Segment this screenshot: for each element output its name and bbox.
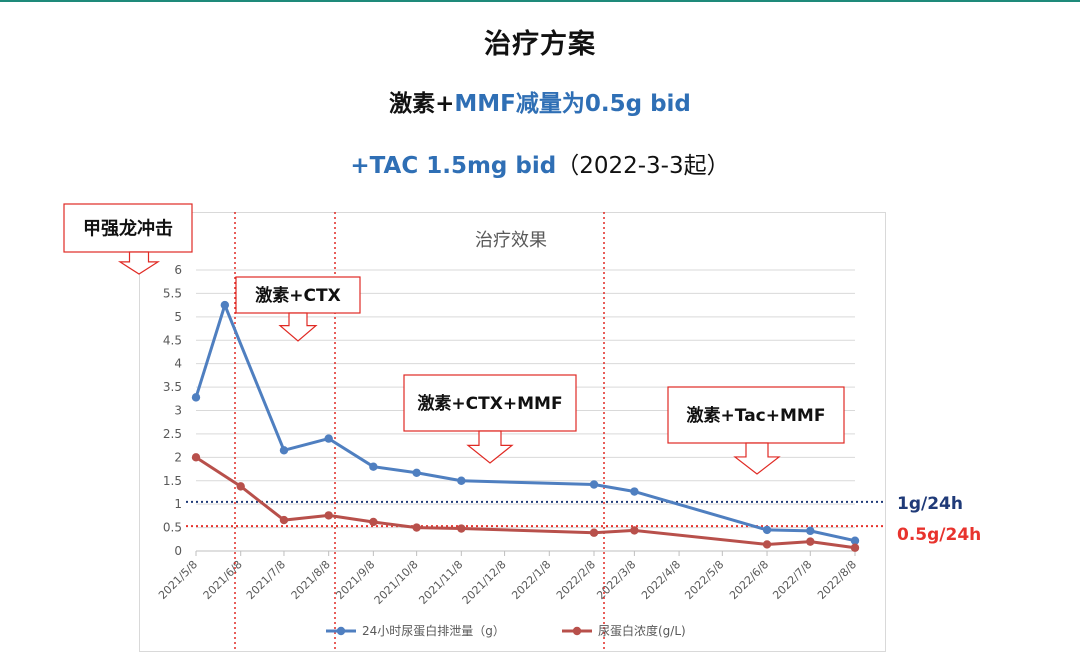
subtitle-1-part-1: 激素+	[389, 91, 455, 117]
data-point-1	[630, 487, 639, 496]
data-point-2	[279, 515, 289, 525]
callout-tac-mmf-arrow	[733, 442, 781, 475]
top-accent-line	[0, 0, 1080, 2]
x-tick-label: 2022/7/8	[770, 558, 814, 602]
data-point-2	[324, 511, 333, 520]
legend-label-1: 24小时尿蛋白排泄量（g）	[362, 623, 505, 638]
threshold-label-0-5g: 0.5g/24h	[897, 525, 981, 545]
data-point-2	[369, 517, 378, 527]
data-point-1	[762, 525, 772, 535]
callout-pulse-text: 甲强龙冲击	[83, 217, 173, 239]
data-point-2	[762, 540, 772, 549]
x-tick-label: 2021/12/8	[460, 558, 509, 607]
subtitle-2-part-2: （2022-3-3起）	[556, 153, 730, 179]
x-tick-label: 2021/11/8	[416, 558, 465, 607]
data-point-1	[850, 536, 860, 545]
slide-title: 治疗方案	[0, 22, 1080, 61]
x-tick-label: 2021/10/8	[372, 558, 421, 607]
y-tick-label: 1.5	[163, 474, 182, 488]
callout-ctx-mmf: 激素+CTX+MMF	[403, 374, 577, 464]
callout-tac-mmf: 激素+Tac+MMF	[667, 386, 845, 475]
legend-label-2: 尿蛋白浓度(g/L)	[598, 623, 686, 638]
y-tick-label: 4.5	[163, 333, 182, 347]
data-point-1	[220, 300, 230, 310]
data-point-1	[589, 480, 599, 489]
callout-ctx-text: 激素+CTX	[255, 285, 340, 306]
y-tick-label: 3	[174, 404, 182, 418]
data-point-1	[191, 393, 201, 402]
data-point-1	[457, 476, 466, 485]
callout-ctx-mmf-arrow	[466, 430, 514, 464]
x-tick-label: 2022/5/8	[682, 558, 726, 602]
threshold-label-1g: 1g/24h	[897, 494, 963, 514]
data-point-1	[279, 446, 289, 455]
callout-ctx-mmf-text: 激素+CTX+MMF	[417, 393, 562, 414]
data-point-2	[412, 523, 421, 532]
callout-ctx-box	[235, 276, 361, 314]
data-point-2	[191, 453, 201, 462]
y-tick-label: 0.5	[163, 521, 182, 535]
x-tick-label: 2022/3/8	[594, 558, 638, 602]
data-point-2	[630, 526, 639, 535]
x-tick-label: 2022/1/8	[509, 558, 553, 602]
data-point-2	[589, 528, 599, 537]
slide-subtitle-line-1: 激素+MMF减量为0.5g bid	[0, 84, 1080, 118]
x-tick-label: 2022/2/8	[554, 558, 598, 602]
x-tick-label: 2022/6/8	[727, 558, 771, 602]
x-tick-label: 2022/8/8	[815, 558, 859, 602]
y-tick-label: 0	[174, 544, 182, 558]
series-line-1	[194, 303, 856, 543]
subtitle-1-part-2: MMF减量为0.5g bid	[454, 91, 691, 117]
y-tick-label: 1	[174, 497, 182, 511]
x-tick-label: 2021/9/8	[333, 558, 377, 602]
x-tick-label: 2021/8/8	[289, 558, 333, 602]
series-line-2	[195, 456, 856, 550]
x-tick-label: 2021/6/8	[201, 558, 245, 602]
data-point-1	[806, 526, 815, 536]
data-point-2	[806, 537, 815, 546]
x-tick-label: 2021/7/8	[244, 558, 288, 602]
callout-pulse-arrow	[117, 251, 161, 275]
callout-ctx: 激素+CTX	[235, 276, 361, 342]
slide-subtitle-line-2: +TAC 1.5mg bid（2022-3-3起）	[0, 146, 1080, 180]
y-tick-label: 3.5	[163, 380, 182, 394]
callout-ctx-mmf-box	[403, 374, 577, 432]
data-point-2	[850, 543, 860, 552]
callout-ctx-arrow	[278, 312, 318, 342]
x-tick-label: 2022/4/8	[639, 558, 683, 602]
chart-title: 治疗效果	[475, 230, 547, 251]
callout-tac-mmf-box	[667, 386, 845, 444]
callout-tac-mmf-text: 激素+Tac+MMF	[687, 405, 826, 426]
y-tick-label: 5.5	[163, 286, 182, 300]
y-tick-label: 2	[174, 450, 182, 464]
y-tick-label: 2.5	[163, 427, 182, 441]
callout-pulse-box	[63, 203, 193, 253]
data-point-1	[324, 434, 333, 443]
data-point-2	[236, 482, 245, 491]
data-point-1	[412, 468, 421, 477]
subtitle-2-part-1: +TAC 1.5mg bid	[350, 153, 557, 179]
y-tick-label: 4	[174, 357, 182, 371]
x-tick-label: 2021/5/8	[156, 558, 200, 602]
legend-marker-1	[336, 626, 346, 636]
data-point-1	[369, 462, 378, 471]
slide-title-text: 治疗方案	[484, 29, 596, 60]
y-tick-label: 5	[174, 310, 182, 324]
callout-pulse: 甲强龙冲击	[63, 203, 193, 275]
legend-marker-2	[572, 626, 582, 636]
data-point-2	[457, 524, 466, 533]
y-tick-label: 6	[174, 263, 182, 277]
